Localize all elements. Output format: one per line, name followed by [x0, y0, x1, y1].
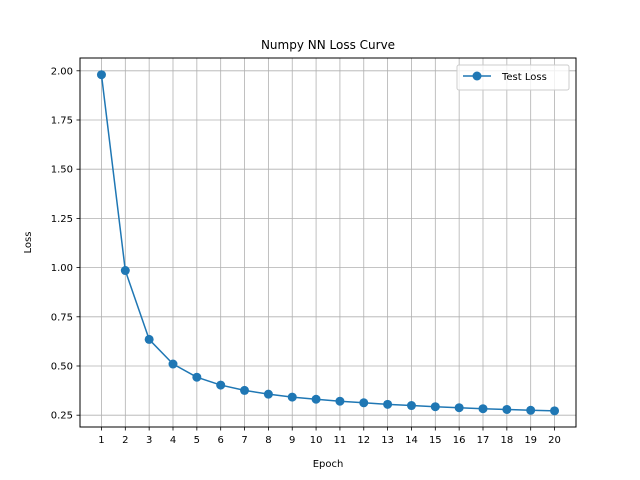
plot-background: [80, 58, 576, 427]
x-tick-label: 14: [405, 435, 418, 446]
data-point: [216, 380, 226, 390]
data-point: [430, 402, 440, 412]
data-point: [263, 389, 273, 399]
x-tick-label: 3: [146, 435, 152, 446]
x-axis-label: Epoch: [313, 459, 344, 470]
data-point: [192, 372, 202, 382]
y-tick-label: 1.25: [51, 214, 73, 225]
data-point: [478, 404, 488, 414]
x-tick-label: 15: [429, 435, 442, 446]
data-point: [550, 406, 560, 416]
data-point: [287, 392, 297, 402]
x-tick-label: 16: [453, 435, 466, 446]
grid: [80, 58, 576, 427]
x-tick-label: 6: [218, 435, 224, 446]
y-tick-label: 0.25: [51, 411, 73, 422]
x-tick-label: 20: [548, 435, 561, 446]
data-point: [120, 266, 130, 276]
x-tick-label: 19: [524, 435, 537, 446]
data-point: [406, 401, 416, 411]
y-tick-label: 2.00: [51, 66, 73, 77]
data-point: [335, 396, 345, 406]
y-tick-label: 1.00: [51, 263, 73, 274]
data-point: [240, 385, 250, 395]
data-point: [359, 398, 369, 408]
plot-frame: [79, 57, 577, 428]
data-point: [454, 403, 464, 413]
x-tick-label: 12: [357, 435, 370, 446]
y-axis-label: Loss: [23, 232, 34, 254]
data-point: [311, 394, 321, 404]
ticks: 1 2 3 4 5 6 7 8 9 10 11 12 13 14 15 16 17 18 19 200.250.500…: [51, 66, 561, 446]
y-tick-label: 1.75: [51, 115, 73, 126]
data-point: [526, 405, 536, 415]
x-tick-label: 5: [194, 435, 200, 446]
chart-title: Numpy NN Loss Curve: [261, 38, 395, 52]
x-tick-label: 9: [289, 435, 295, 446]
y-tick-label: 0.50: [51, 361, 73, 372]
legend-box: [456, 64, 570, 91]
data-point: [502, 404, 512, 414]
data-point: [168, 359, 178, 369]
x-tick-label: 1: [98, 435, 104, 446]
x-tick-label: 10: [310, 435, 323, 446]
x-tick-label: 11: [334, 435, 347, 446]
y-tick-label: 0.75: [51, 312, 73, 323]
legend: Test Loss: [456, 64, 570, 91]
x-tick-label: 13: [381, 435, 394, 446]
series: [96, 70, 560, 416]
legend-marker-swatch: [472, 71, 482, 81]
y-tick-label: 1.50: [51, 165, 73, 176]
x-tick-label: 8: [265, 435, 271, 446]
x-tick-label: 18: [500, 435, 513, 446]
data-point: [144, 334, 154, 344]
x-tick-label: 2: [122, 435, 128, 446]
data-point: [96, 70, 106, 80]
data-point: [383, 399, 393, 409]
x-tick-label: 4: [170, 435, 176, 446]
x-tick-label: 17: [477, 435, 490, 446]
x-tick-label: 7: [241, 435, 247, 446]
legend-label: Test Loss: [501, 72, 547, 83]
